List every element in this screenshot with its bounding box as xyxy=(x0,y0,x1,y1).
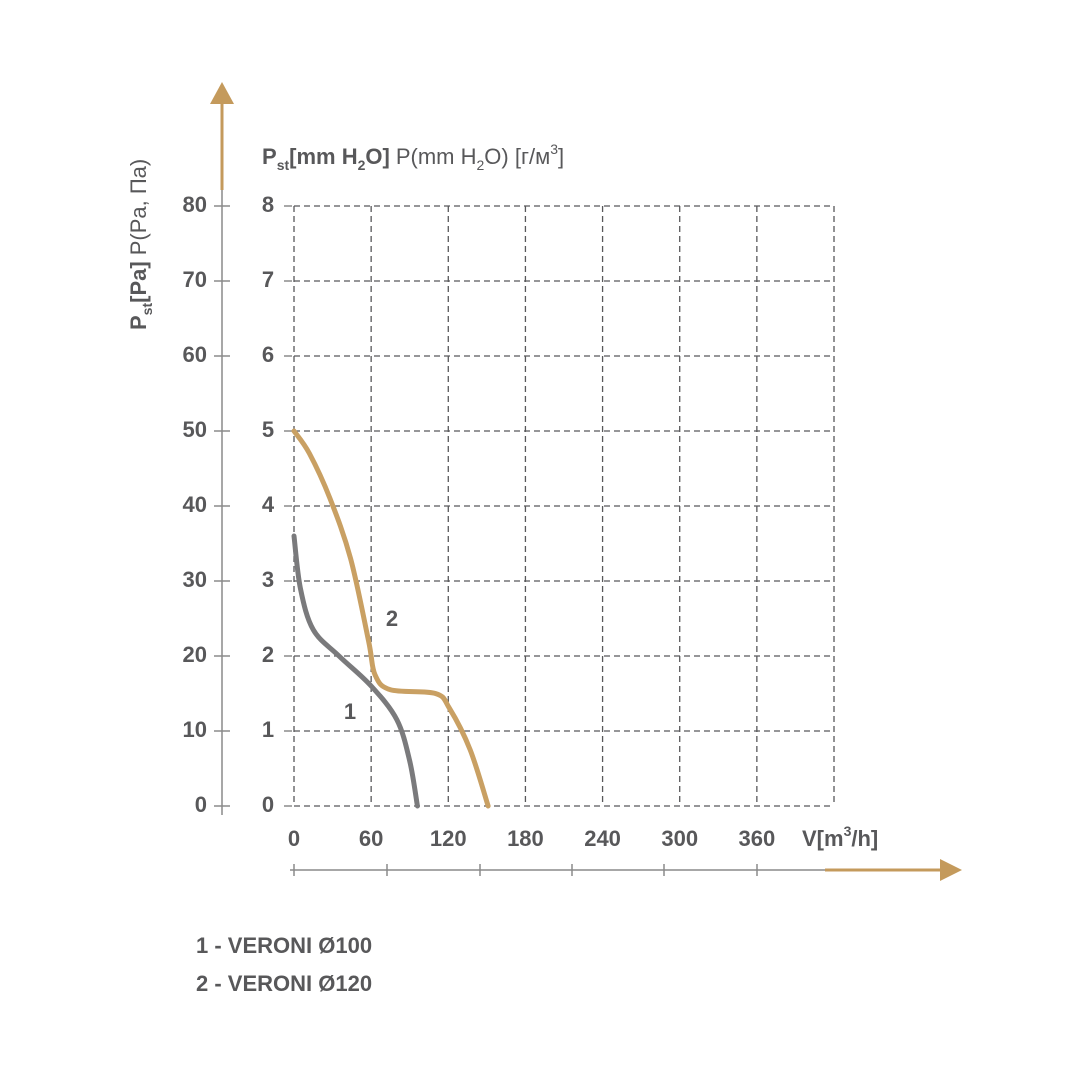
y2-tick-label: 6 xyxy=(262,342,274,367)
axis-label-part: V[m xyxy=(802,826,844,851)
legend-entry: 1 - VERONI Ø100 xyxy=(196,933,372,958)
curve-label: 1 xyxy=(344,699,356,724)
axis-label-part: st xyxy=(277,157,290,173)
axis-label-part: P xyxy=(262,144,277,169)
y-tick-label: 70 xyxy=(183,267,207,292)
legend-entry: 2 - VERONI Ø120 xyxy=(196,971,372,996)
x-tick-label: 0 xyxy=(288,826,300,851)
y-axis-arrow-head xyxy=(210,82,234,104)
y-tick-label: 60 xyxy=(183,342,207,367)
y2-tick-label: 4 xyxy=(262,492,275,517)
axis-label-part: 2 xyxy=(358,157,366,173)
axis-label-part: 3 xyxy=(844,823,852,839)
y-tick-label: 20 xyxy=(183,642,207,667)
axis-label-part: [Pa] xyxy=(126,261,151,303)
y-tick-label: 50 xyxy=(183,417,207,442)
axis-label-part: P(Pa, Па) xyxy=(126,159,151,256)
y-tick-label: 10 xyxy=(183,717,207,742)
axis-label-part: 2 xyxy=(477,157,485,173)
series-line xyxy=(291,428,491,809)
x-tick-label: 360 xyxy=(738,826,775,851)
axis-label-part: P xyxy=(126,315,151,330)
x-tick-label: 180 xyxy=(507,826,544,851)
y-tick-label: 0 xyxy=(195,792,207,817)
axis-label-part: ] xyxy=(558,144,564,169)
axis-label: Pst[mm H2O] P(mm H2O) [г/м3] xyxy=(262,141,564,173)
y-tick-label: 40 xyxy=(183,492,207,517)
axis-label-part: st xyxy=(139,303,155,316)
axis-label: Pst[Pa] P(Pa, Па) xyxy=(126,159,155,330)
y2-tick-label: 3 xyxy=(262,567,274,592)
y2-tick-label: 0 xyxy=(262,792,274,817)
axis-label-part: /h] xyxy=(851,826,878,851)
x-tick-label: 300 xyxy=(661,826,698,851)
x-axis-arrow-head xyxy=(940,859,962,881)
axis-label: V[m3/h] xyxy=(802,823,878,851)
x-tick-label: 240 xyxy=(584,826,621,851)
y2-tick-label: 8 xyxy=(262,192,274,217)
y-tick-label: 30 xyxy=(183,567,207,592)
y2-tick-label: 2 xyxy=(262,642,274,667)
x-tick-label: 60 xyxy=(359,826,383,851)
axis-label-part: O] xyxy=(365,144,389,169)
x-tick-label: 120 xyxy=(430,826,467,851)
y-tick-label: 80 xyxy=(183,192,207,217)
axis-label-part: P(mm H xyxy=(396,144,477,169)
axis-label-part: 3 xyxy=(550,141,558,157)
y2-tick-label: 5 xyxy=(262,417,274,442)
axis-label-part: [mm H xyxy=(289,144,357,169)
axis-label-part: O) [г/м xyxy=(484,144,550,169)
series-line xyxy=(291,533,420,809)
y2-tick-label: 7 xyxy=(262,267,274,292)
y2-tick-label: 1 xyxy=(262,717,274,742)
curve-label: 2 xyxy=(386,606,398,631)
